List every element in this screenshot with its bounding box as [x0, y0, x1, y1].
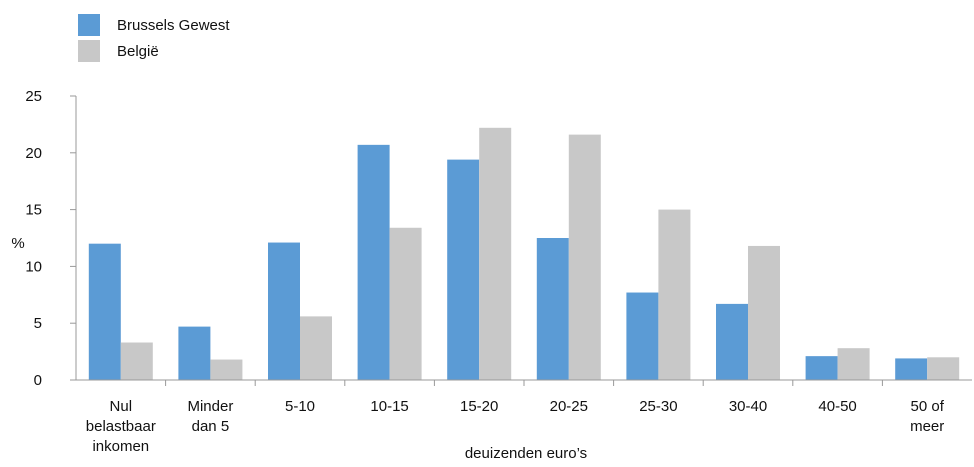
bar-belgie — [210, 359, 243, 380]
x-tick-label: 10-15 — [370, 398, 408, 415]
y-tick-label: 10 — [25, 258, 42, 275]
bar-brussels — [536, 238, 569, 380]
y-tick-label: 25 — [25, 88, 42, 105]
y-tick-label: 0 — [34, 372, 42, 389]
bar-belgie — [658, 209, 691, 380]
x-tick-label: 30-40 — [729, 398, 767, 415]
x-tick-label: 15-20 — [460, 398, 498, 415]
y-tick-label: 5 — [34, 315, 42, 332]
x-tick-label: 25-30 — [639, 398, 677, 415]
legend-label-belgie: België — [117, 42, 159, 60]
bar-brussels — [268, 242, 300, 380]
y-axis-label: % — [11, 235, 24, 252]
legend-item-belgie: België — [78, 38, 230, 64]
x-axis-label: deuizenden euro’s — [465, 445, 587, 462]
x-tick-label: 50 of meer — [910, 398, 945, 435]
legend-swatch-belgie — [78, 40, 100, 62]
bar-belgie — [927, 357, 960, 380]
bar-brussels — [178, 326, 211, 380]
bar-belgie — [479, 127, 512, 380]
bar-belgie — [748, 245, 780, 380]
bars-group — [88, 127, 960, 380]
x-tick-label: 40-50 — [818, 398, 856, 415]
bar-brussels — [357, 144, 390, 380]
x-tick-label: Nul belastbaar inkomen — [86, 398, 156, 455]
y-tick-label: 15 — [25, 202, 42, 219]
bar-belgie — [389, 227, 422, 380]
x-tick-label: 5-10 — [285, 398, 315, 415]
bar-belgie — [568, 134, 601, 380]
bar-belgie — [120, 342, 153, 380]
legend-label-brussels: Brussels Gewest — [117, 16, 230, 34]
x-tick-label: 20-25 — [550, 398, 588, 415]
legend: Brussels Gewest België — [78, 12, 230, 64]
legend-swatch-brussels — [78, 14, 100, 36]
bar-belgie — [300, 316, 332, 380]
bar-brussels — [626, 292, 659, 380]
y-axis-ticks: 0 5 10 15 20 25 — [25, 88, 76, 389]
bar-brussels — [88, 243, 121, 380]
bar-brussels — [716, 303, 748, 380]
legend-item-brussels: Brussels Gewest — [78, 12, 230, 38]
bar-brussels — [447, 159, 480, 380]
bar-brussels — [805, 356, 838, 380]
bar-brussels — [895, 358, 928, 380]
bar-belgie — [837, 348, 870, 380]
y-tick-label: 20 — [25, 145, 42, 162]
x-axis-ticks: Nul belastbaar inkomen Minder dan 5 5-10 10-15… — [86, 380, 945, 455]
x-tick-label: Minder dan 5 — [187, 398, 233, 435]
